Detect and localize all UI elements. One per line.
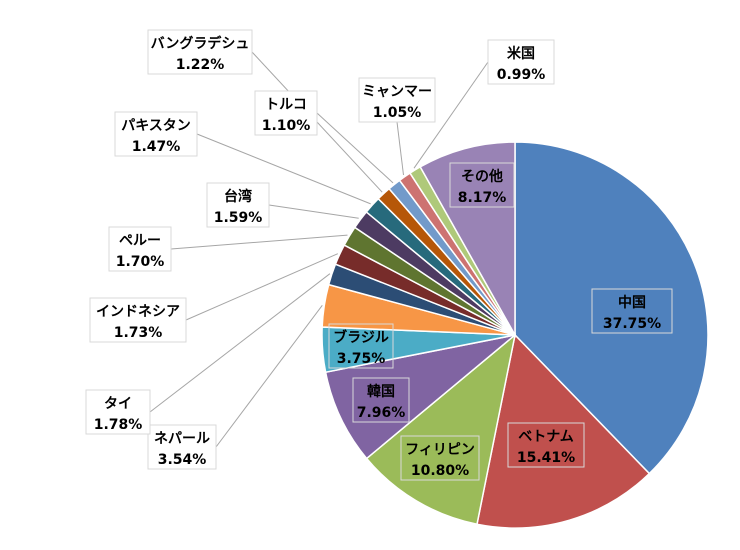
data-label-name: フィリピン xyxy=(405,442,475,458)
pie-slice-3 xyxy=(365,333,517,526)
data-label-name: トルコ xyxy=(265,97,307,113)
data-label-4: 韓国 7.96% xyxy=(352,377,410,423)
data-label-value: 1.70% xyxy=(116,254,165,270)
data-label-name: タイ xyxy=(104,396,132,412)
data-label-3: フィリピン 10.80% xyxy=(400,435,480,481)
data-label-9: ペルー 1.70% xyxy=(108,226,172,272)
pie-slice-2 xyxy=(476,333,651,529)
pie-slice-1 xyxy=(514,141,709,475)
leader-line-15 xyxy=(413,61,489,169)
data-label-box xyxy=(449,162,515,208)
data-label-14: ミャンマー 1.05% xyxy=(358,77,436,123)
data-label-name: その他 xyxy=(461,168,503,185)
data-label-value: 1.73% xyxy=(114,325,163,341)
data-label-value: 15.41% xyxy=(517,450,575,466)
leader-line-10 xyxy=(268,204,359,219)
data-label-value: 1.47% xyxy=(132,139,181,155)
data-label-box xyxy=(147,424,217,470)
data-label-12: バングラデシュ 1.22% xyxy=(147,29,253,75)
data-label-value: 1.05% xyxy=(373,105,422,121)
data-label-value: 1.22% xyxy=(176,57,225,73)
data-label-name: ペルー xyxy=(119,233,161,249)
data-label-name: ネパール xyxy=(154,431,210,447)
data-label-box xyxy=(487,39,555,85)
data-label-value: 8.17% xyxy=(458,190,507,206)
data-label-box xyxy=(591,288,673,334)
data-label-value: 3.54% xyxy=(158,452,207,468)
data-label-value: 1.59% xyxy=(214,210,263,226)
data-label-11: パキスタン 1.47% xyxy=(114,111,198,157)
data-label-value: 37.75% xyxy=(603,316,661,332)
leader-line-9 xyxy=(170,234,348,250)
leader-line-8 xyxy=(185,253,339,321)
data-label-box xyxy=(114,111,198,157)
data-label-1: 中国 37.75% xyxy=(591,288,673,334)
data-label-16: その他 8.17% xyxy=(449,162,515,208)
data-label-box xyxy=(400,435,480,481)
leader-line-6 xyxy=(215,304,323,448)
pie-slice-16 xyxy=(419,141,516,338)
data-label-name: 台湾 xyxy=(224,188,252,205)
leader-line-14 xyxy=(396,121,404,176)
data-label-box xyxy=(507,422,585,468)
data-label-box xyxy=(206,182,270,228)
data-label-10: 台湾 1.59% xyxy=(206,182,270,228)
data-label-13: トルコ 1.10% xyxy=(254,90,318,136)
data-label-value: 1.10% xyxy=(262,118,311,134)
data-label-name: 中国 xyxy=(618,294,646,311)
data-label-name: 韓国 xyxy=(367,383,395,400)
data-label-8: インドネシア 1.73% xyxy=(89,297,187,343)
data-label-name: ブラジル xyxy=(333,329,389,346)
data-label-15: 米国 0.99% xyxy=(487,39,555,85)
data-label-name: ミャンマー xyxy=(362,84,432,100)
data-label-7: タイ 1.78% xyxy=(85,389,151,435)
data-label-box xyxy=(328,323,394,369)
data-labels: 中国 37.75% ベトナム 15.41% フィリピン 10.80% 韓国 7.96% ブラジル… xyxy=(85,29,673,481)
data-label-name: バングラデシュ xyxy=(151,35,250,52)
data-label-box xyxy=(352,377,410,423)
data-label-name: 米国 xyxy=(507,45,535,62)
data-label-box xyxy=(147,29,253,75)
data-label-6: ネパール 3.54% xyxy=(147,424,217,470)
data-label-name: ベトナム xyxy=(518,429,574,445)
data-label-2: ベトナム 15.41% xyxy=(507,422,585,468)
data-label-value: 10.80% xyxy=(411,463,469,479)
data-label-box xyxy=(85,389,151,435)
leader-line-13 xyxy=(316,112,394,184)
data-label-name: パキスタン xyxy=(121,118,191,134)
pie-slice-4 xyxy=(324,334,516,460)
data-label-value: 7.96% xyxy=(357,405,406,421)
leader-line-11 xyxy=(196,133,371,205)
pie-slices xyxy=(321,141,709,529)
data-label-box xyxy=(108,226,172,272)
data-label-box xyxy=(358,77,436,123)
data-label-value: 1.78% xyxy=(94,417,143,433)
data-label-5: ブラジル 3.75% xyxy=(328,323,394,369)
data-label-box xyxy=(254,90,318,136)
data-label-value: 0.99% xyxy=(497,67,546,83)
data-label-value: 3.75% xyxy=(337,351,386,367)
data-label-box xyxy=(89,297,187,343)
leader-line-7 xyxy=(149,273,331,413)
data-label-name: インドネシア xyxy=(96,304,180,320)
